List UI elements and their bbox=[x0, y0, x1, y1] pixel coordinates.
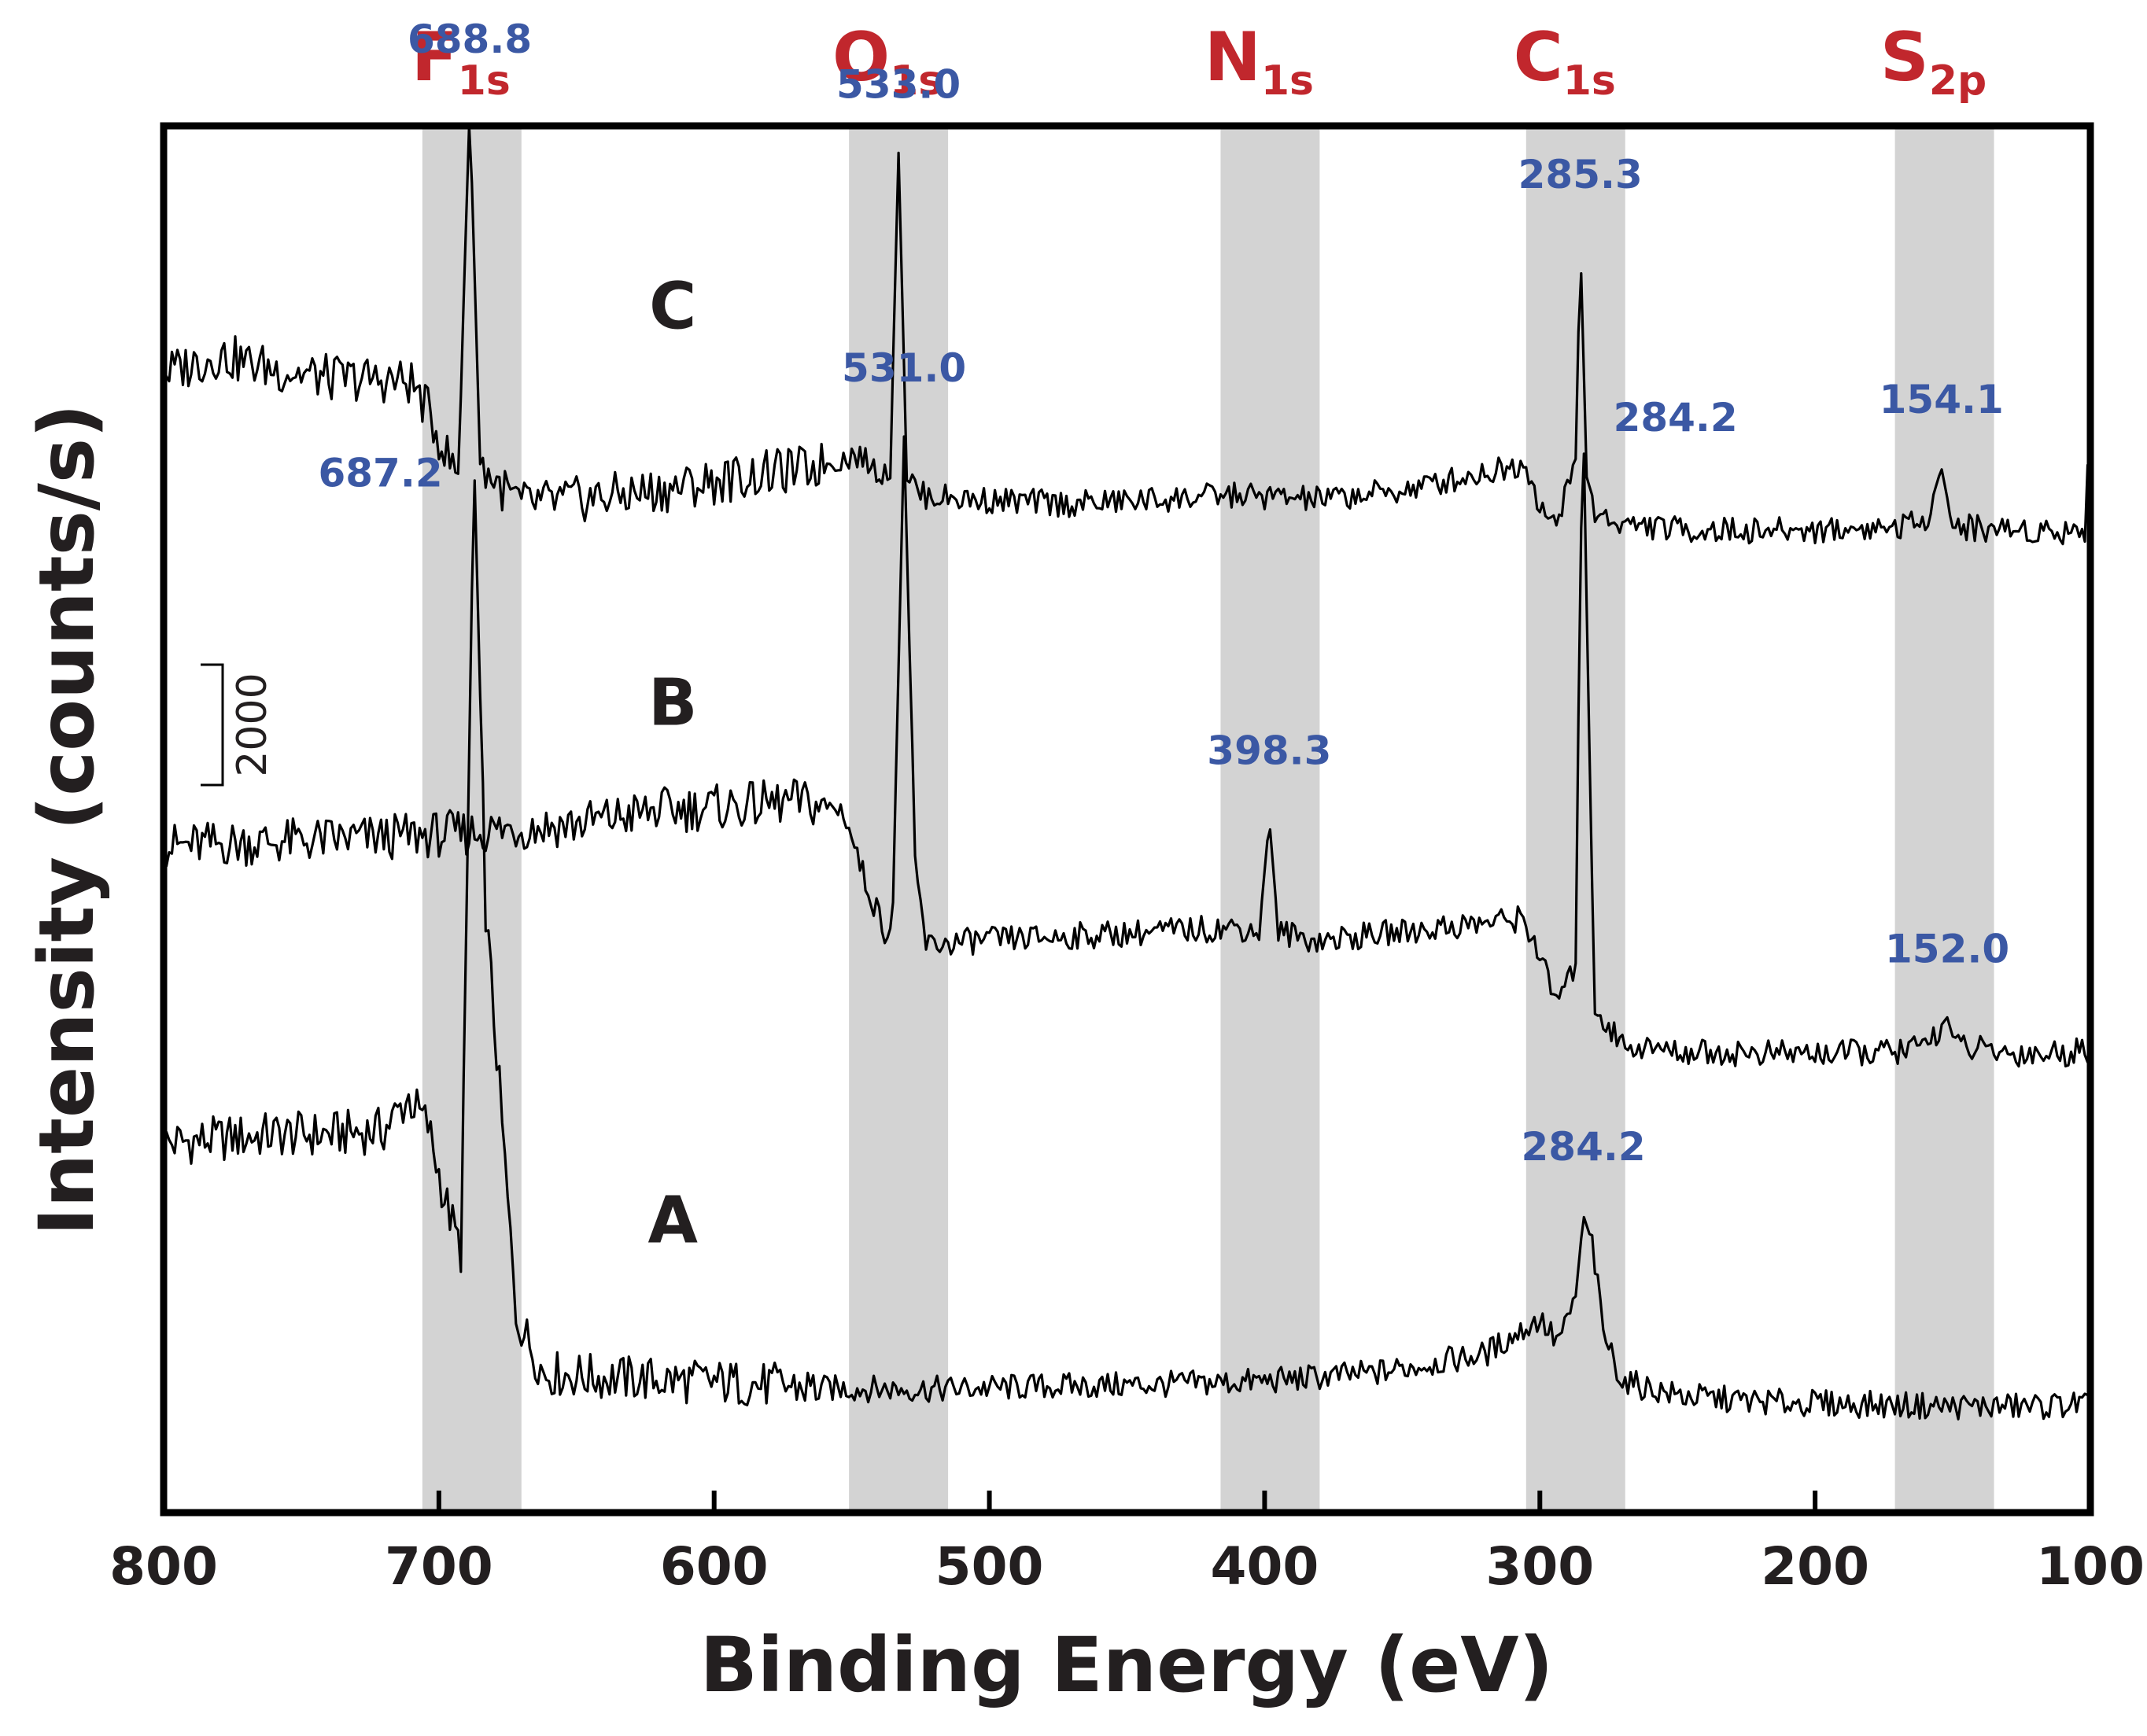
element-subscript: 2p bbox=[1929, 57, 1987, 105]
x-tick-label-400: 400 bbox=[1211, 1536, 1319, 1597]
element-labels: F1s O1s N1s C1s S2p bbox=[411, 18, 1987, 105]
element-label-n-1s: N1s bbox=[1204, 18, 1314, 105]
x-tick-label-300: 300 bbox=[1485, 1536, 1594, 1597]
band-c-1s bbox=[1525, 126, 1625, 1513]
y-axis-title: Intensity (counts/s) bbox=[23, 404, 111, 1236]
peak-label-c-3: 154.1 bbox=[1880, 377, 2004, 422]
trace-a bbox=[162, 479, 2092, 1421]
x-tick-label-600: 600 bbox=[660, 1536, 769, 1597]
element-symbol: N bbox=[1204, 18, 1261, 97]
peak-label-c-1: 533.0 bbox=[836, 61, 961, 107]
element-label-c-1s: C1s bbox=[1514, 18, 1616, 105]
x-tick-label-200: 200 bbox=[1761, 1536, 1869, 1597]
peak-label-b-3: 152.0 bbox=[1885, 926, 2009, 971]
trace-c bbox=[162, 123, 2092, 546]
peak-label-a-0: 687.2 bbox=[318, 451, 442, 496]
element-subscript: 1s bbox=[1563, 57, 1616, 105]
x-axis-title: Binding Energy (eV) bbox=[700, 1621, 1554, 1709]
x-tick-label-100: 100 bbox=[2036, 1536, 2145, 1597]
band-n-1s bbox=[1220, 126, 1320, 1513]
element-label-o-1s: O1s bbox=[832, 18, 943, 105]
peak-label-b-2: 284.2 bbox=[1614, 395, 1738, 440]
peak-label-c-0: 688.8 bbox=[408, 17, 532, 62]
element-subscript: 1s bbox=[458, 57, 511, 105]
element-symbol: S bbox=[1880, 18, 1929, 97]
scale-bar-label: 2000 bbox=[229, 673, 276, 776]
series-labels: A B C bbox=[648, 270, 699, 1259]
spectrum-traces bbox=[162, 123, 2092, 1421]
peak-label-c-2: 285.3 bbox=[1518, 152, 1643, 197]
x-axis-ticks: 800 700 600 500 400 300 200 100 bbox=[109, 1491, 2145, 1597]
plot-frame bbox=[160, 122, 2094, 1517]
x-tick-label-700: 700 bbox=[385, 1536, 493, 1597]
x-tick-label-800: 800 bbox=[109, 1536, 218, 1597]
element-subscript: 1s bbox=[890, 57, 943, 105]
element-label-f-1s: F1s bbox=[411, 18, 511, 105]
series-label-c: C bbox=[649, 270, 696, 345]
peak-label-a-1: 284.2 bbox=[1521, 1124, 1645, 1170]
element-subscript: 1s bbox=[1261, 57, 1314, 105]
element-bands bbox=[422, 126, 1994, 1513]
element-symbol: F bbox=[411, 18, 458, 97]
band-o-1s bbox=[849, 126, 949, 1513]
series-label-b: B bbox=[648, 665, 698, 740]
element-label-s-2p: S2p bbox=[1880, 18, 1987, 105]
series-label-a: A bbox=[648, 1184, 699, 1259]
intensity-scale-bar: 2000 bbox=[201, 663, 276, 787]
peak-label-b-0: 531.0 bbox=[842, 345, 966, 391]
x-tick-label-500: 500 bbox=[935, 1536, 1044, 1597]
peak-label-b-1: 398.3 bbox=[1207, 728, 1331, 774]
element-symbol: C bbox=[1514, 18, 1563, 97]
scale-bar-bracket bbox=[201, 663, 224, 787]
band-s-2p bbox=[1894, 126, 1994, 1513]
peak-labels: 687.2 284.2 531.0 398.3 284.2 152.0 688.8 533.0… bbox=[318, 17, 2009, 1170]
trace-b bbox=[162, 435, 2092, 1068]
element-symbol: O bbox=[832, 18, 890, 97]
